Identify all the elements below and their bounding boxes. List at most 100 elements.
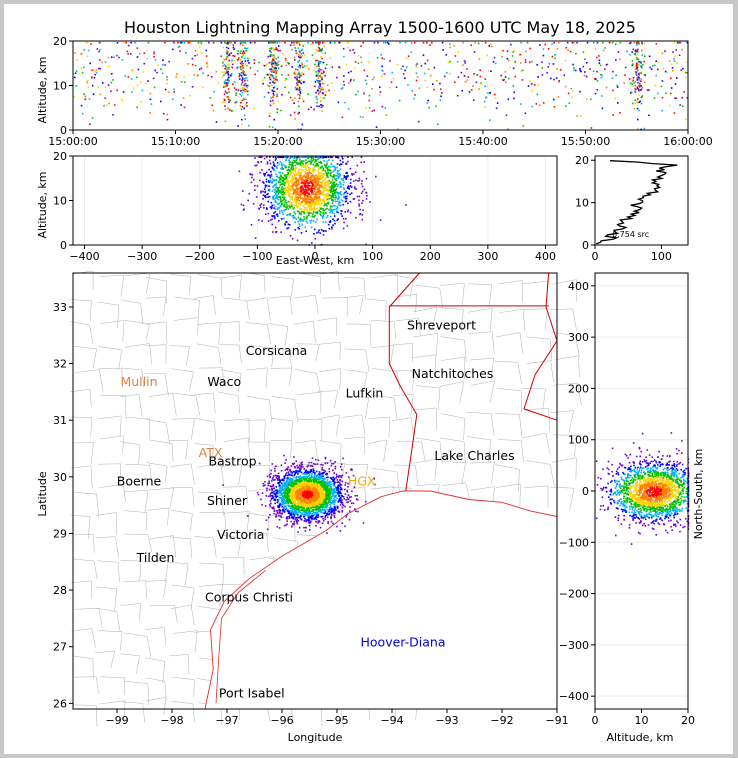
time-altitude-point (209, 97, 212, 99)
time-altitude-point (373, 41, 376, 44)
ew-altitude-point (254, 189, 256, 191)
time-altitude-point (299, 88, 302, 91)
time-altitude-point (355, 93, 357, 96)
county-line (169, 654, 190, 675)
county-line (146, 462, 168, 484)
map-source-point (314, 508, 317, 511)
time-altitude-point (411, 90, 414, 92)
time-altitude-point (391, 71, 394, 74)
time-altitude-point (436, 79, 438, 82)
time-altitude-point (362, 41, 365, 44)
time-altitude-point (273, 61, 276, 63)
ew-altitude-point (273, 195, 275, 197)
ew-altitude-point (274, 193, 277, 196)
ew-altitude-point (301, 180, 304, 183)
time-altitude-point (426, 86, 429, 89)
ew-altitude-point (285, 221, 287, 223)
time-altitude-point (240, 88, 242, 91)
ew-altitude-point (315, 163, 318, 166)
map-source-point (312, 483, 315, 486)
time-altitude-point (364, 79, 367, 82)
time-altitude-point (149, 112, 151, 114)
ew-altitude-point (288, 166, 290, 168)
time-altitude-point (598, 55, 600, 57)
map-source-point (271, 463, 274, 465)
ew-altitude-point (302, 166, 305, 168)
time-altitude-point (386, 41, 389, 44)
county-line (394, 294, 417, 313)
ew-altitude-point (303, 193, 305, 196)
ew-altitude-point (335, 156, 338, 159)
time-altitude-point (535, 103, 538, 105)
ew-altitude-point (315, 201, 317, 204)
time-altitude-point (320, 110, 323, 113)
ew-altitude-point (283, 183, 285, 186)
ew-altitude-point (345, 177, 348, 179)
map-source-point (343, 498, 346, 500)
time-altitude-point (463, 75, 466, 77)
time-altitude-point (300, 74, 302, 77)
ew-altitude-point (277, 191, 280, 194)
map-source-point (325, 490, 327, 492)
time-altitude-point (530, 83, 533, 85)
time-altitude-point (339, 41, 342, 44)
ew-altitude-point (337, 157, 340, 159)
time-altitude-point (271, 55, 274, 57)
time-altitude-point (371, 110, 374, 112)
ew-altitude-point (326, 173, 329, 175)
time-altitude-point (298, 59, 301, 62)
ew-altitude-point (247, 199, 249, 202)
ew-altitude-point (328, 191, 330, 193)
time-altitude-point (228, 91, 230, 93)
map-source-point (292, 478, 294, 481)
parish-line (415, 284, 444, 311)
ew-altitude-point (278, 186, 281, 188)
time-altitude-point (407, 84, 409, 86)
ew-altitude-point (322, 194, 324, 196)
time-altitude-point (638, 72, 641, 74)
ew-altitude-point (304, 182, 306, 185)
ew-altitude-point (277, 198, 280, 201)
ew-altitude-point (294, 221, 296, 223)
map-source-point (330, 464, 333, 467)
time-altitude-point (107, 56, 110, 59)
ew-altitude-point (297, 179, 299, 181)
ew-altitude-point (324, 156, 327, 159)
ew-altitude-point (358, 195, 361, 198)
time-altitude-point (317, 64, 320, 67)
time-altitude-point (639, 65, 642, 67)
parish-line (466, 436, 492, 462)
altitude-histogram-line (596, 160, 678, 245)
time-altitude-point (542, 48, 545, 50)
map-source-point (308, 499, 310, 502)
time-altitude-point (296, 87, 299, 90)
ew-altitude-point (333, 169, 335, 172)
time-altitude-point (177, 41, 179, 44)
map-source-point (275, 465, 277, 468)
ew-altitude-point (329, 211, 331, 214)
time-altitude-point (673, 58, 675, 60)
time-altitude-point (636, 66, 639, 69)
time-altitude-point (507, 59, 510, 62)
county-line (170, 604, 195, 626)
map-source-point (314, 487, 316, 489)
time-altitude-point (611, 77, 614, 80)
time-altitude-point (242, 67, 244, 69)
ew-altitude-point (303, 188, 305, 191)
time-altitude-point (512, 51, 514, 53)
ew-altitude-point (293, 173, 295, 175)
time-altitude-point (223, 99, 226, 102)
time-altitude-point (583, 74, 586, 77)
time-altitude-point (297, 85, 300, 87)
time-altitude-point (314, 85, 316, 88)
time-altitude-point (639, 60, 642, 63)
ew-altitude-point (312, 156, 315, 159)
time-altitude-point (146, 57, 149, 60)
ew-altitude-point (299, 186, 302, 188)
ew-altitude-point (308, 192, 311, 195)
map-source-point (346, 496, 349, 499)
ew-altitude-point (339, 191, 341, 194)
time-altitude-point (396, 63, 399, 66)
ew-altitude-point (334, 168, 337, 171)
time-altitude-point (302, 73, 305, 76)
